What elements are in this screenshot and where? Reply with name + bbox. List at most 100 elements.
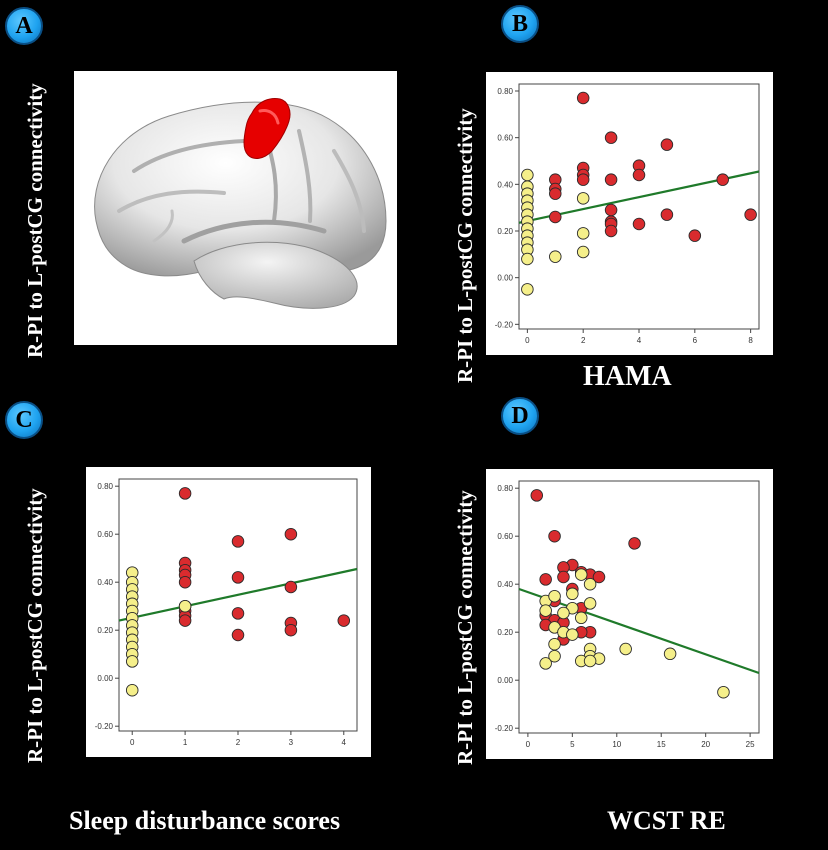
data-point-red bbox=[178, 487, 192, 500]
data-point-red bbox=[231, 628, 245, 642]
scatter-plot-b: -0.20 0.00 0.20 0.40 0.60 0.80 0 2 4 6 8 bbox=[495, 83, 760, 345]
y-tick-label: 0.60 bbox=[497, 134, 513, 143]
x-axis-title-b: HAMA bbox=[583, 361, 672, 392]
data-point-yellow bbox=[717, 685, 730, 699]
data-point-yellow bbox=[539, 657, 552, 670]
data-point-red bbox=[632, 168, 646, 182]
x-tick-label: 10 bbox=[612, 740, 621, 749]
data-point-yellow bbox=[125, 655, 139, 668]
y-tick-label: 0.40 bbox=[497, 180, 513, 189]
brain-illustration bbox=[94, 98, 387, 309]
data-point-yellow bbox=[574, 611, 588, 625]
data-point-red bbox=[688, 229, 702, 242]
data-point-red bbox=[716, 173, 729, 186]
data-point-red bbox=[660, 138, 674, 151]
data-point-yellow bbox=[557, 606, 570, 620]
data-point-red bbox=[231, 535, 245, 548]
x-tick-label: 0 bbox=[525, 336, 530, 345]
panel-label-a: A bbox=[5, 7, 43, 45]
brain-hemisphere bbox=[94, 101, 387, 277]
y-tick-label: 0.00 bbox=[97, 674, 113, 683]
x-axis-title-c: Sleep disturbance scores bbox=[69, 806, 341, 835]
data-point-yellow bbox=[576, 192, 590, 205]
brain-surface-image bbox=[74, 71, 397, 345]
x-tick-label: 2 bbox=[581, 336, 586, 345]
y-tick-label: -0.20 bbox=[495, 724, 514, 733]
data-point-red bbox=[660, 208, 674, 221]
x-tick-label: 2 bbox=[236, 738, 241, 747]
scatter-panel-b: -0.20 0.00 0.20 0.40 0.60 0.80 0 2 4 6 8 bbox=[486, 72, 773, 355]
data-point-yellow bbox=[125, 683, 139, 697]
data-point-red bbox=[576, 91, 590, 105]
temporal-lobe bbox=[193, 241, 358, 309]
x-tick-label: 4 bbox=[637, 336, 642, 345]
data-point-yellow bbox=[576, 227, 590, 240]
data-point-red bbox=[604, 173, 618, 186]
data-point-red bbox=[604, 203, 618, 217]
data-point-yellow bbox=[566, 628, 579, 641]
panel-label-b: B bbox=[501, 5, 539, 43]
y-tick-label: 0.00 bbox=[497, 274, 513, 283]
y-axis-label-d: R-PI to L-postCG connectivity bbox=[453, 490, 477, 765]
data-point-red bbox=[628, 537, 641, 550]
data-point-red bbox=[592, 570, 606, 584]
y-tick-label: 0.20 bbox=[497, 628, 513, 637]
x-tick-label: 0 bbox=[130, 738, 135, 747]
data-point-red bbox=[576, 173, 590, 186]
x-tick-label: 1 bbox=[183, 738, 188, 747]
data-point-yellow bbox=[548, 649, 561, 663]
highlighted-region bbox=[243, 98, 291, 159]
y-tick-label: -0.20 bbox=[495, 320, 514, 329]
scatter-plot-d: -0.20 0.00 0.20 0.40 0.60 0.80 0 5 10 15 20 25 bbox=[495, 480, 760, 749]
x-tick-label: 4 bbox=[342, 738, 347, 747]
data-point-red bbox=[530, 489, 544, 502]
y-axis-label-a: R-PI to L-postCG connectivity bbox=[23, 83, 47, 358]
data-point-red bbox=[231, 607, 245, 620]
x-tick-label: 15 bbox=[657, 740, 666, 749]
data-point-red bbox=[284, 580, 298, 594]
y-tick-label: 0.60 bbox=[497, 532, 513, 541]
data-point-red bbox=[231, 571, 245, 584]
data-point-yellow bbox=[619, 642, 632, 656]
data-point-red bbox=[549, 187, 562, 200]
data-point-yellow bbox=[583, 654, 597, 668]
data-point-red bbox=[604, 131, 618, 144]
y-tick-label: 0.20 bbox=[497, 227, 513, 236]
data-point-red bbox=[337, 614, 351, 627]
data-point-red bbox=[604, 224, 618, 238]
scatter-panel-c: -0.20 0.00 0.20 0.40 0.60 0.80 0 1 2 3 4 bbox=[86, 467, 371, 757]
panel-label-c: C bbox=[5, 401, 43, 439]
x-tick-label: 25 bbox=[746, 740, 755, 749]
data-point-red bbox=[557, 570, 570, 584]
y-axis-label-b: R-PI to L-postCG connectivity bbox=[453, 108, 477, 383]
data-point-yellow bbox=[566, 587, 579, 601]
data-point-yellow bbox=[548, 589, 561, 603]
x-tick-label: 5 bbox=[570, 740, 575, 749]
data-point-yellow bbox=[521, 168, 534, 182]
regression-line bbox=[118, 567, 358, 622]
data-point-red bbox=[548, 529, 561, 543]
data-point-yellow bbox=[521, 283, 534, 296]
data-point-yellow bbox=[576, 245, 590, 259]
panel-label-d: D bbox=[501, 397, 539, 435]
scatter-panel-d: -0.20 0.00 0.20 0.40 0.60 0.80 0 5 10 15 20 25 bbox=[486, 469, 773, 759]
data-point-red bbox=[284, 623, 298, 637]
y-tick-label: -0.20 bbox=[95, 722, 114, 731]
y-tick-label: 0.00 bbox=[497, 676, 513, 685]
data-point-yellow bbox=[539, 604, 552, 617]
y-tick-label: 0.40 bbox=[97, 578, 113, 587]
data-point-yellow bbox=[521, 252, 534, 266]
data-point-yellow bbox=[663, 647, 677, 661]
plot-frame bbox=[518, 83, 760, 330]
plot-frame bbox=[118, 478, 358, 732]
plot-frame bbox=[518, 480, 760, 734]
data-point-yellow bbox=[583, 577, 597, 591]
y-tick-label: 0.80 bbox=[497, 484, 513, 493]
y-tick-label: 0.40 bbox=[497, 580, 513, 589]
data-point-red bbox=[178, 614, 192, 627]
y-tick-label: 0.60 bbox=[97, 530, 113, 539]
data-point-yellow bbox=[583, 597, 597, 610]
data-point-yellow bbox=[178, 599, 192, 613]
x-tick-label: 20 bbox=[701, 740, 710, 749]
data-point-yellow bbox=[548, 637, 561, 651]
